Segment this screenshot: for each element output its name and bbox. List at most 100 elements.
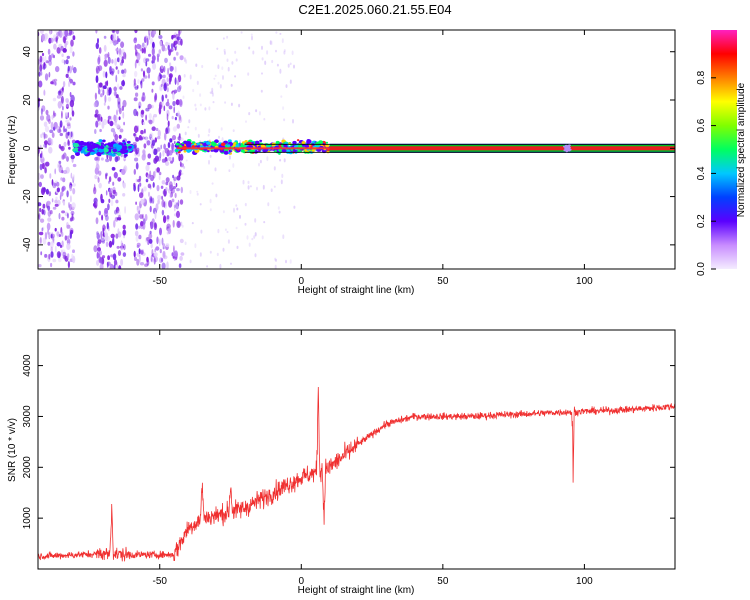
spectral-blob (108, 142, 115, 148)
spectral-speckle (63, 170, 68, 174)
spectral-speckle (138, 225, 141, 229)
spectral-speckle (280, 95, 283, 98)
spectral-speckle (154, 137, 157, 143)
spectral-speckle (49, 173, 52, 179)
spectral-speckle (167, 67, 170, 76)
spectral-speckle (227, 66, 230, 72)
spectral-speckle (40, 251, 43, 256)
spectral-speckle (245, 120, 247, 123)
spectral-speckle (102, 227, 105, 234)
spectral-speckle (47, 48, 51, 55)
spectral-speckle (48, 146, 53, 154)
spectral-speckle (38, 214, 41, 220)
spectral-blob (275, 140, 280, 145)
spectral-speckle (53, 78, 58, 82)
spectral-speckle (214, 74, 217, 78)
spectral-speckle (209, 198, 212, 204)
spectral-speckle (67, 261, 70, 269)
spectral-speckle (138, 175, 142, 181)
x-tick-label: 0 (299, 576, 305, 587)
spectral-speckle (140, 220, 144, 227)
spectral-blob (74, 150, 77, 153)
spectral-speckle (134, 133, 137, 139)
spectral-speckle (61, 53, 64, 57)
spectral-speckle (51, 198, 54, 203)
spectral-speckle (167, 120, 170, 127)
spectral-speckle (135, 223, 139, 230)
spectral-speckle (100, 116, 103, 122)
spectral-speckle (58, 144, 62, 149)
spectral-speckle (105, 173, 108, 180)
spectral-speckle (61, 186, 65, 192)
spectral-speckle (141, 47, 145, 54)
spectral-speckle (67, 235, 70, 242)
spectral-speckle (165, 101, 170, 107)
spectral-speckle (158, 49, 162, 54)
spectral-speckle (145, 61, 148, 67)
y-tick-label: 2000 (22, 456, 33, 479)
spectral-speckle (44, 73, 49, 81)
spectral-speckle (40, 144, 42, 151)
spectral-blob (121, 145, 127, 150)
spectral-speckle (117, 210, 121, 218)
spectral-speckle (96, 253, 100, 258)
spectral-speckle (171, 34, 176, 39)
spectral-blob (214, 139, 219, 144)
spectral-speckle (48, 59, 52, 66)
spectral-speckle (151, 55, 156, 62)
snr-x-label: Height of straight line (km) (298, 585, 415, 596)
spectral-speckle (212, 101, 215, 104)
spectral-speckle (121, 168, 126, 175)
spectral-speckle (163, 65, 166, 73)
spectral-speckle (56, 242, 61, 247)
spectral-speckle (158, 106, 162, 115)
spectral-speckle (68, 30, 73, 36)
spectral-speckle (252, 50, 255, 55)
spectral-speckle (246, 235, 249, 240)
spectral-speckle (142, 150, 146, 155)
spectral-speckle (106, 222, 109, 230)
spectral-speckle (40, 218, 45, 223)
spectral-speckle (163, 215, 167, 224)
spectral-speckle (169, 138, 173, 143)
spectral-speckle (96, 233, 100, 239)
spectral-speckle (39, 115, 45, 121)
spectral-speckle (176, 51, 179, 56)
spectral-speckle (117, 101, 121, 109)
spectral-speckle (66, 55, 71, 60)
spectral-speckle (48, 191, 52, 197)
spectral-speckle (97, 247, 101, 252)
spectral-speckle (66, 221, 69, 229)
spectral-speckle (50, 251, 54, 258)
y-tick-label: 3000 (22, 405, 33, 428)
spectral-speckle (271, 59, 274, 64)
spectral-speckle (178, 133, 181, 142)
spectral-speckle (218, 135, 220, 139)
spectral-speckle (275, 31, 278, 34)
spectral-blob (90, 144, 96, 149)
spectral-speckle (149, 230, 152, 235)
spectral-speckle (194, 126, 197, 131)
spectral-speckle (64, 42, 67, 49)
spectral-speckle (155, 127, 159, 132)
spectral-blob (283, 144, 288, 148)
spectral-speckle (38, 80, 43, 88)
spectral-speckle (49, 30, 52, 36)
spectral-speckle (161, 209, 165, 216)
spectral-blob (103, 147, 107, 151)
spectral-speckle (148, 30, 151, 36)
spectral-speckle (153, 114, 158, 118)
spectral-speckle (145, 58, 150, 62)
spectral-speckle (167, 187, 172, 194)
spectral-speckle (269, 40, 272, 45)
spectral-speckle (168, 200, 173, 208)
spectral-speckle (173, 176, 177, 181)
spectral-speckle (233, 207, 235, 213)
spectral-speckle (275, 49, 277, 53)
spectral-speckle (219, 263, 222, 269)
spectral-speckle (56, 187, 61, 193)
spectral-speckle (291, 50, 294, 56)
spectral-blob (175, 142, 180, 146)
spectral-speckle (238, 103, 241, 108)
spectral-speckle (209, 208, 212, 212)
